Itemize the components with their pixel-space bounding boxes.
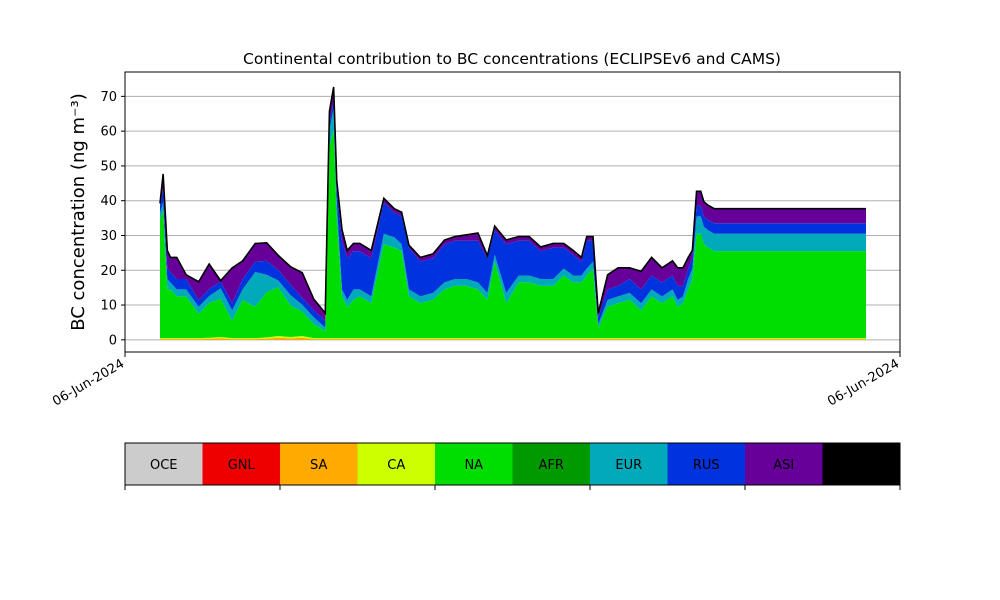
colorbar-legend: OCE GNL SA CA NA AFR EUR RUS ASI AUS (124, 442, 901, 490)
legend-label-rus: RUS (693, 458, 720, 473)
legend-swatch-aus (822, 443, 900, 485)
legend-swatch-asi (745, 443, 823, 485)
legend-label-oce: OCE (150, 458, 178, 473)
legend-label-eur: EUR (615, 458, 642, 473)
legend-swatch-oce (125, 443, 203, 485)
area-rus (160, 101, 866, 328)
legend-swatch-sa (280, 443, 358, 485)
x-tick-label: 06-Jun-2024 (825, 356, 902, 409)
legend-label-sa: SA (310, 458, 327, 473)
y-tick-label: 60 (100, 125, 117, 140)
stacked-areas (159, 86, 866, 340)
legend-label-gnl: GNL (228, 458, 256, 473)
y-tick-label: 30 (100, 229, 117, 244)
y-tick-label: 0 (109, 333, 117, 348)
area-eur (160, 108, 866, 332)
area-ca (160, 336, 866, 340)
y-axis-title: BC concentration (ng m⁻³) (68, 93, 89, 331)
legend-label-asi: ASI (773, 458, 794, 473)
y-tick-label: 40 (100, 194, 117, 209)
y-tick-label: 20 (100, 264, 117, 279)
y-tick-label: 50 (100, 159, 117, 174)
y-tick-label: 70 (100, 90, 117, 105)
total-outline (159, 86, 866, 316)
legend-label-aus: AUS (848, 458, 875, 473)
plot-frame (124, 71, 901, 353)
area-na (160, 129, 866, 339)
legend-swatch-eur (590, 443, 668, 485)
chart-title: Continental contribution to BC concentra… (243, 50, 781, 68)
legend-swatch-gnl (202, 443, 280, 485)
legend-swatch-rus (667, 443, 745, 485)
legend-label-na: NA (464, 458, 483, 473)
legend-swatch-na (435, 443, 513, 485)
x-tick-label: 06-Jun-2024 (50, 356, 127, 409)
y-tick-label: 10 (100, 299, 117, 314)
legend-swatch-ca (357, 443, 435, 485)
legend-label-afr: AFR (539, 458, 564, 473)
y-axis: 0 10 20 30 40 50 60 70 (100, 90, 125, 348)
area-asi (160, 87, 866, 321)
legend-frame (124, 442, 901, 486)
x-axis: 06-Jun-2024 06-Jun-2024 (50, 352, 902, 409)
legend-label-ca: CA (387, 458, 405, 473)
area-sa (160, 337, 866, 340)
legend-swatch-afr (512, 443, 590, 485)
